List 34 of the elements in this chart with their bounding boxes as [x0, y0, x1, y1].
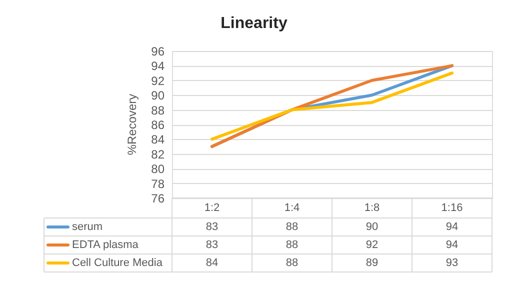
chart-title: Linearity [220, 15, 288, 32]
y-tick-label: 96 [151, 44, 165, 58]
data-label: 92 [366, 239, 378, 251]
y-tick-label: 86 [151, 118, 165, 132]
data-label: 94 [446, 239, 458, 251]
data-label: 88 [286, 221, 298, 233]
legend-label: serum [72, 221, 103, 233]
legend-label: EDTA plasma [72, 239, 140, 251]
y-tick-label: 82 [151, 147, 165, 162]
data-label: 83 [206, 239, 218, 251]
data-label: 94 [446, 221, 458, 233]
data-label: 93 [446, 257, 458, 269]
y-tick-label: 88 [151, 103, 165, 118]
line-series [210, 64, 454, 148]
y-tick-label: 90 [151, 88, 165, 103]
data-label: 89 [366, 257, 378, 269]
data-label: 88 [286, 239, 298, 251]
y-tick-label: 78 [151, 176, 165, 191]
y-tick-label: 80 [151, 162, 165, 176]
line-series [210, 72, 454, 141]
data-label: 88 [286, 257, 298, 269]
y-tick-label: 92 [151, 74, 165, 88]
data-label: 83 [206, 221, 218, 233]
data-label: 84 [206, 257, 218, 269]
y-tick-label: 94 [151, 59, 165, 74]
y-axis-title: %Recovery [125, 94, 139, 156]
x-tick-label: 1:4 [284, 202, 300, 214]
x-tick-label: 1:2 [204, 202, 220, 214]
data-label: 90 [366, 221, 378, 233]
x-tick-label: 1:8 [364, 202, 380, 214]
y-tick-label: 84 [151, 132, 165, 147]
x-tick-label: 1:16 [441, 202, 463, 214]
legend-label: Cell Culture Media [72, 257, 164, 269]
y-tick-label: 76 [151, 192, 165, 206]
